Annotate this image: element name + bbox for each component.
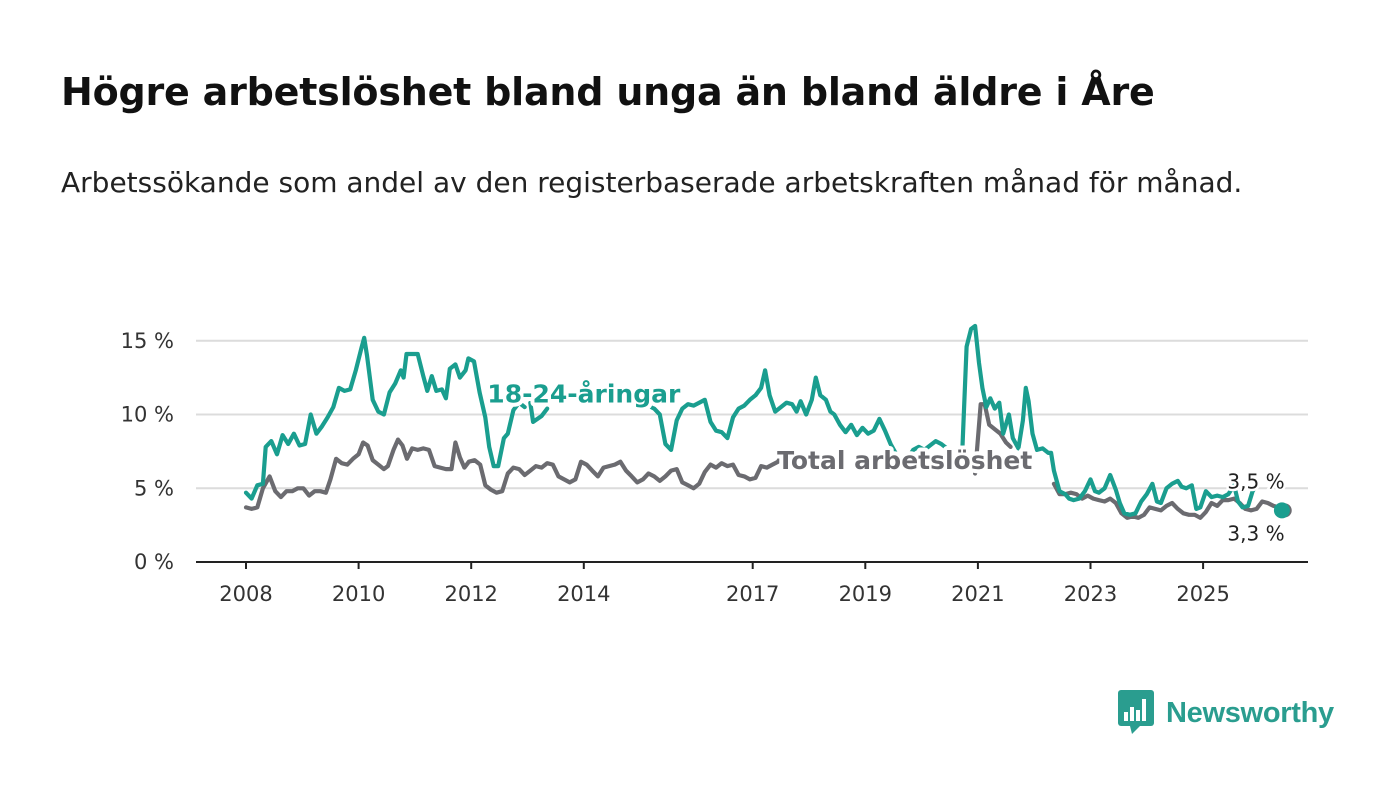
series-line-young	[960, 323, 1259, 517]
x-tick-label: 2014	[557, 582, 610, 606]
x-tick-label: 2017	[726, 582, 779, 606]
series-line-young	[905, 439, 955, 461]
y-tick-label: 0 %	[134, 550, 174, 574]
series-line-total	[243, 437, 828, 511]
y-tick-label: 5 %	[134, 476, 174, 500]
end-point-young	[1273, 502, 1290, 519]
end-label-young: 3,5 %	[1227, 469, 1284, 493]
series-line-young	[243, 335, 527, 501]
end-label-total: 3,3 %	[1227, 522, 1284, 546]
newsworthy-logo-text: Newsworthy	[1166, 696, 1334, 729]
x-tick-label: 2023	[1064, 582, 1117, 606]
x-tick-label: 2010	[332, 582, 385, 606]
x-tick-label: 2008	[219, 582, 272, 606]
series-label-young: 18-24-åringar	[487, 380, 681, 409]
series-line-total	[1051, 481, 1287, 520]
x-tick-label: 2021	[951, 582, 1004, 606]
x-tick-label: 2012	[444, 582, 497, 606]
y-tick-label: 15 %	[121, 329, 174, 353]
series-line-young	[528, 400, 550, 424]
x-tick-label: 2019	[839, 582, 892, 606]
y-tick-label: 10 %	[121, 403, 174, 427]
x-tick-label: 2025	[1176, 582, 1229, 606]
chart-title: Högre arbetslöshet bland unga än bland ä…	[61, 70, 1155, 114]
series-line-young	[640, 368, 899, 457]
series-label-total: Total arbetslöshet	[777, 446, 1032, 475]
newsworthy-logo-icon	[1118, 690, 1154, 734]
series-line-total	[973, 402, 1013, 476]
newsworthy-logo: Newsworthy	[1118, 690, 1334, 736]
chart-subtitle: Arbetssökande som andel av den registerb…	[61, 166, 1243, 199]
